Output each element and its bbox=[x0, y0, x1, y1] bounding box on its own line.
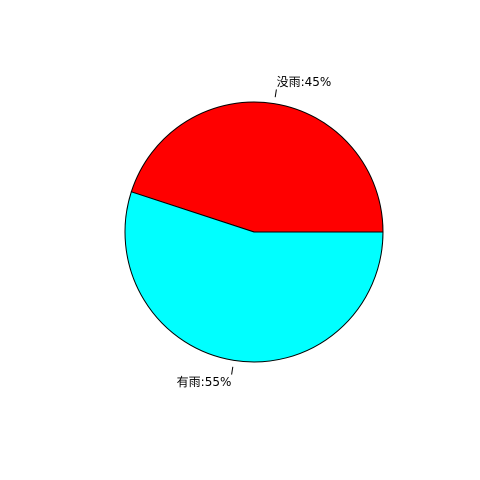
pie-slice-1 bbox=[124, 191, 384, 363]
pie-labels: 没雨:45% 有雨:55% bbox=[177, 74, 332, 389]
pie-leader-line-1 bbox=[231, 366, 234, 375]
pie-leader-lines bbox=[231, 89, 277, 375]
pie-slice-0 bbox=[130, 101, 384, 233]
pie-slice-label-0: 没雨:45% bbox=[277, 74, 332, 89]
pie-slices bbox=[124, 101, 384, 363]
pie-slice-label-1: 有雨:55% bbox=[177, 375, 232, 389]
pie-leader-line-0 bbox=[274, 89, 277, 98]
